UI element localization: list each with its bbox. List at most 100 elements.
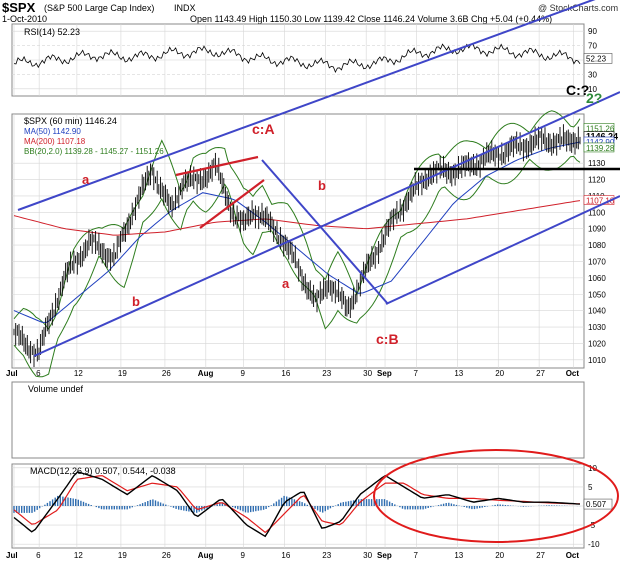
price-value-label: 1142.90: [586, 138, 615, 147]
price-xtick-label: 20: [495, 369, 504, 378]
rsi-tick-label: 90: [588, 27, 597, 36]
wave-c-down-line: [261, 159, 389, 305]
price-value-label: 1151.26: [586, 124, 615, 133]
macd-tick-label: 5: [588, 483, 593, 492]
price-tick-label: 1010: [588, 356, 606, 365]
price-xtick-label: 13: [454, 369, 463, 378]
price-tick-label: 1070: [588, 257, 606, 266]
price-xtick-label: 26: [162, 369, 171, 378]
copyright-label: @ StockCharts.com: [538, 3, 619, 13]
ma200-line: [13, 200, 581, 236]
chart-exchange: INDX: [174, 3, 196, 13]
macd-xtick-label: 9: [241, 551, 246, 560]
price-tick-label: 1020: [588, 339, 606, 348]
macd-xtick-label: Sep: [377, 551, 392, 560]
macd-xtick-label: 20: [495, 551, 504, 560]
price-value-label: 1139.28: [586, 144, 615, 153]
price-xtick-label: 12: [74, 369, 83, 378]
macd-highlight-ellipse: [373, 449, 619, 543]
price-xtick-label: 30: [363, 369, 372, 378]
rsi-tick-label: 30: [588, 70, 597, 79]
price-title: $SPX (60 min) 1146.24: [24, 116, 117, 126]
price-xtick-label: 16: [281, 369, 290, 378]
price-xtick-label: 6: [36, 369, 41, 378]
volume-title: Volume undef: [28, 384, 84, 394]
rsi-value-label: 52.23: [586, 54, 607, 63]
rsi-title: RSI(14) 52.23: [24, 27, 80, 37]
price-panel: [11, 113, 585, 369]
price-plot: 1130112011101100109010801070106010501040…: [6, 110, 618, 378]
macd-xtick-label: Oct: [566, 551, 580, 560]
wave-lower-red-line: [199, 179, 265, 229]
price-xtick-label: 19: [118, 369, 127, 378]
channel-lower-line: [33, 91, 620, 357]
price-value-tag: [583, 195, 615, 205]
legend-bb: BB(20,2.0) 1139.28 - 1145.27 - 1151.26: [24, 147, 164, 156]
macd-xtick-label: 13: [454, 551, 463, 560]
wave-label-b1: b: [132, 294, 140, 309]
macd-tick-label: -10: [588, 540, 600, 549]
price-value-label: 1146.24: [586, 132, 618, 142]
macd-signal-line: [13, 475, 581, 534]
chart-symbol: $SPX: [2, 0, 36, 15]
macd-title: MACD(12,26,9) 0.507, 0.544, -0.038: [30, 466, 176, 476]
wave-label-2-question: 2?: [586, 90, 602, 106]
macd-xtick-label: Aug: [198, 551, 214, 560]
wave-upper-red-line: [175, 155, 259, 177]
price-tick-label: 1120: [588, 176, 606, 185]
rsi-plot: 907050301052.23: [13, 27, 613, 94]
volume-panel: [11, 381, 585, 459]
macd-xtick-label: 23: [322, 551, 331, 560]
macd-value-tag: [583, 498, 613, 510]
legend-ma200: MA(200) 1107.18: [24, 137, 86, 146]
macd-xtick-label: 19: [118, 551, 127, 560]
legend-ma50: MA(50) 1142.90: [24, 127, 81, 136]
drawn-overlays: [17, 0, 620, 543]
price-tick-label: 1100: [588, 208, 606, 217]
quote-line: Open 1143.49 High 1150.30 Low 1139.42 Cl…: [190, 14, 553, 24]
macd-xtick-label: 30: [363, 551, 372, 560]
price-xtick-label: Jul: [6, 369, 18, 378]
price-xtick-label: Oct: [566, 369, 580, 378]
macd-xtick-label: 12: [74, 551, 83, 560]
price-xtick-label: 27: [536, 369, 545, 378]
price-xtick-label: 9: [241, 369, 246, 378]
price-xtick-label: Sep: [377, 369, 392, 378]
macd-xtick-label: 6: [36, 551, 41, 560]
rsi-line: [13, 43, 581, 73]
channel-upper-line: [17, 0, 596, 211]
wave-label-ca: c:A: [252, 121, 275, 137]
price-tick-label: 1050: [588, 290, 606, 299]
macd-xtick-label: 7: [413, 551, 418, 560]
wave-label-cb: c:B: [376, 331, 399, 347]
price-tick-label: 1080: [588, 241, 606, 250]
wave-label-c-question: C:?: [566, 82, 589, 98]
channel-lower-line-2: [385, 195, 620, 305]
macd-xtick-label: 26: [162, 551, 171, 560]
ma50-line: [13, 141, 581, 323]
macd-xtick-label: Jul: [6, 551, 18, 560]
price-value-label: 1107.18: [586, 197, 615, 206]
grid-lines: [12, 24, 584, 548]
price-tick-label: 1090: [588, 225, 606, 234]
rsi-tick-label: 70: [588, 42, 597, 51]
macd-tick-label: -5: [588, 521, 596, 530]
price-xtick-label: 7: [413, 369, 418, 378]
macd-value-label: 0.507: [586, 500, 607, 509]
bollinger-upper: [13, 110, 581, 331]
price-value-tag: [583, 142, 615, 153]
price-tick-label: 1030: [588, 323, 606, 332]
price-tick-label: 1040: [588, 307, 606, 316]
macd-xtick-label: 27: [536, 551, 545, 560]
macd-xtick-label: 16: [281, 551, 290, 560]
wave-label-b2: b: [318, 178, 326, 193]
rsi-tick-label: 10: [588, 85, 597, 94]
price-tick-label: 1060: [588, 274, 606, 283]
chart-index-name: (S&P 500 Large Cap Index): [44, 3, 155, 13]
macd-line: [13, 471, 581, 538]
wave-label-a1: a: [82, 172, 90, 187]
chart-date: 1-Oct-2010: [2, 14, 48, 24]
price-tick-label: 1130: [588, 159, 606, 168]
wave-label-a2: a: [282, 276, 290, 291]
